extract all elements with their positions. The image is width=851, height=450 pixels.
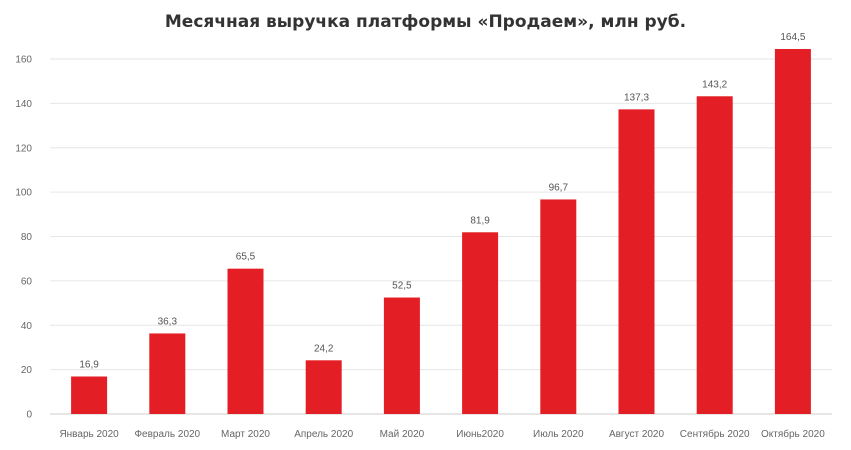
bar xyxy=(774,49,811,414)
data-label: 164,5 xyxy=(780,32,805,43)
y-tick-label: 40 xyxy=(21,321,33,332)
bar xyxy=(305,360,342,414)
x-tick-label: Апрель 2020 xyxy=(294,429,353,440)
bar xyxy=(149,333,186,414)
data-label: 16,9 xyxy=(79,360,99,371)
data-label: 96,7 xyxy=(549,182,569,193)
bar xyxy=(227,268,264,414)
y-tick-label: 140 xyxy=(15,99,32,110)
bar xyxy=(383,297,420,414)
data-label: 81,9 xyxy=(470,215,490,226)
x-tick-label: Июнь2020 xyxy=(456,429,504,440)
data-label: 36,3 xyxy=(158,316,178,327)
data-label: 52,5 xyxy=(392,281,412,292)
x-tick-label: Март 2020 xyxy=(221,429,270,440)
x-tick-label: Май 2020 xyxy=(380,429,425,440)
x-tick-label: Январь 2020 xyxy=(59,429,119,440)
data-label: 65,5 xyxy=(236,252,256,263)
bar xyxy=(696,96,733,415)
chart-title: Месячная выручка платформы «Продаем», мл… xyxy=(164,12,687,32)
x-tick-label: Октябрь 2020 xyxy=(761,428,825,440)
y-tick-label: 100 xyxy=(15,188,32,199)
y-tick-label: 120 xyxy=(15,143,32,154)
data-label: 143,2 xyxy=(702,79,727,90)
bar xyxy=(71,376,108,414)
y-tick-label: 0 xyxy=(26,410,32,421)
y-tick-label: 60 xyxy=(21,276,33,287)
x-tick-label: Август 2020 xyxy=(609,429,665,440)
bar xyxy=(462,232,499,414)
x-tick-label: Сентябрь 2020 xyxy=(680,428,750,440)
bar xyxy=(540,199,577,414)
data-label: 24,2 xyxy=(314,343,334,354)
y-tick-label: 80 xyxy=(21,232,33,243)
x-tick-label: Февраль 2020 xyxy=(134,429,200,440)
bar xyxy=(618,109,655,414)
x-tick-label: Июль 2020 xyxy=(533,429,584,440)
y-tick-label: 20 xyxy=(21,365,33,376)
data-label: 137,3 xyxy=(624,92,649,103)
y-tick-label: 160 xyxy=(15,55,32,66)
